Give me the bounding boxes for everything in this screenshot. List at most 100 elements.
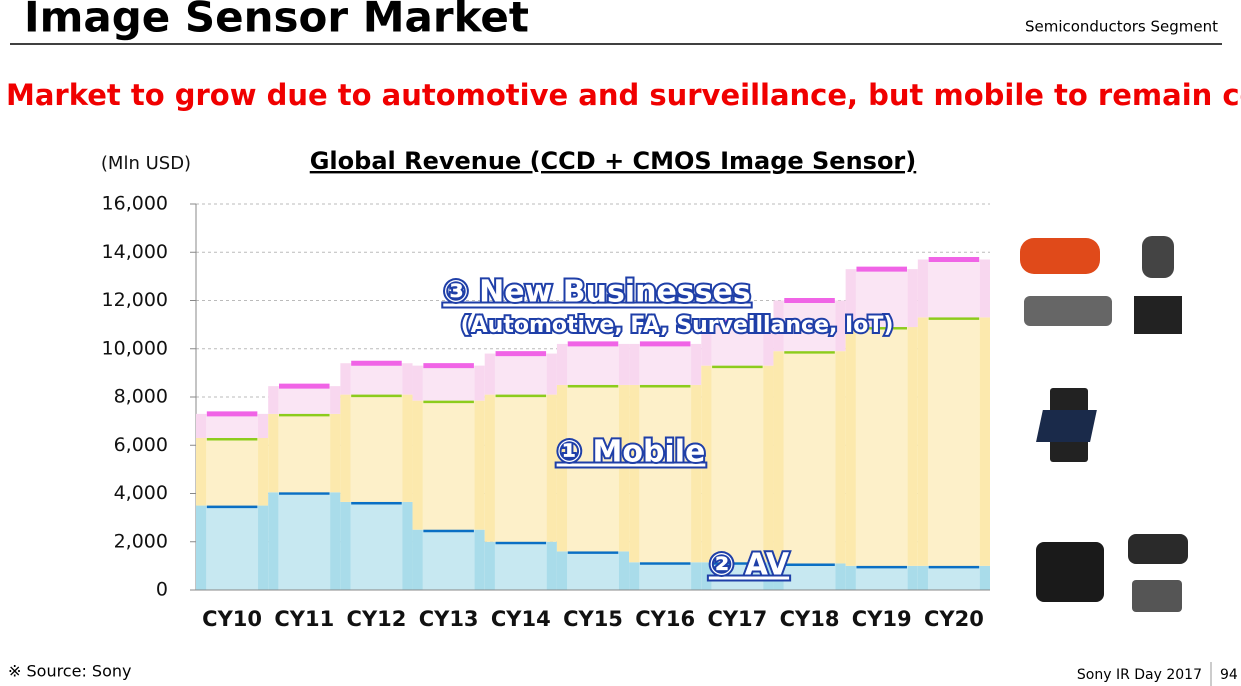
bar-segment	[773, 563, 846, 590]
y-tick-label: 12,000	[102, 289, 168, 311]
bar-inner	[350, 501, 403, 590]
x-tick-label: CY11	[274, 607, 334, 631]
bar-segment	[340, 394, 413, 502]
bar-inner	[206, 505, 259, 590]
bar-inner	[494, 394, 547, 542]
camera-dome-icon	[1142, 236, 1174, 278]
bar-segment	[629, 384, 702, 563]
bar-segment	[917, 317, 990, 566]
bar-inner	[639, 384, 692, 563]
compact-camera-icon	[1132, 580, 1182, 612]
page-number: 94	[1220, 667, 1238, 683]
annotation-mobile: ① Mobile	[557, 435, 706, 470]
y-tick-label: 0	[156, 579, 168, 601]
tablet-icon	[1036, 410, 1097, 442]
bar-segment	[773, 300, 846, 352]
segment-label: Semiconductors Segment	[1025, 18, 1218, 36]
bar-segment	[773, 351, 846, 564]
annotation-av: ② AV	[709, 548, 790, 583]
mirrorless-icon	[1036, 542, 1104, 602]
bar-inner	[711, 322, 764, 366]
x-tick-label: CY10	[202, 607, 262, 631]
bar-segment	[701, 562, 774, 590]
bar-inner	[783, 300, 836, 352]
x-tick-label: CY20	[924, 607, 984, 631]
bar-segment	[268, 492, 341, 590]
slide-title: Image Sensor Market	[24, 0, 529, 42]
bar-inner	[639, 343, 692, 385]
y-axis-label: (Mln USD)	[101, 153, 191, 174]
bar-inner	[278, 492, 331, 590]
bar-inner	[278, 386, 331, 414]
bar-inner	[783, 563, 836, 590]
bar-inner	[855, 327, 908, 566]
bar-segment	[196, 413, 269, 439]
y-tick-label: 4,000	[114, 482, 168, 504]
bar-segment	[196, 438, 269, 506]
bar-inner	[711, 365, 764, 563]
bar-segment	[412, 529, 485, 590]
bar-inner	[711, 562, 764, 590]
camcorder-icon	[1128, 534, 1188, 564]
bar-inner	[783, 351, 836, 564]
bar-inner	[494, 353, 547, 395]
annotation-new-detail: (Automotive, FA, Surveillance, IoT)	[461, 313, 894, 338]
bar-segment	[845, 327, 918, 566]
bar-inner	[855, 565, 908, 590]
bar-inner	[494, 541, 547, 590]
x-tick-label: CY12	[347, 607, 407, 631]
bar-segment	[845, 269, 918, 328]
bar-segment	[340, 363, 413, 395]
bar-segment	[412, 365, 485, 401]
bar-inner	[278, 413, 331, 493]
fa-camera-icon	[1134, 296, 1182, 334]
bar-inner	[350, 363, 403, 395]
bar-inner	[927, 259, 980, 318]
x-tick-label: CY14	[491, 607, 551, 631]
bar-segment	[845, 565, 918, 590]
y-tick-label: 14,000	[102, 241, 168, 263]
bar-inner	[567, 343, 619, 385]
product-icons	[1020, 236, 1188, 612]
bar-segment	[701, 365, 774, 563]
bar-inner	[206, 438, 259, 506]
y-tick-label: 16,000	[102, 193, 168, 215]
bar-segment	[340, 501, 413, 590]
bar-segment	[556, 384, 630, 552]
bar-inner	[855, 269, 908, 328]
drone-icon	[1024, 296, 1112, 326]
bar-segment	[917, 565, 990, 590]
bar-inner	[567, 384, 619, 552]
y-tick-label: 6,000	[114, 434, 168, 456]
bar-segment	[556, 551, 630, 590]
plot: 0 2,000 4,000 6,000 8,000 10,000 12,000 14,000 1…	[102, 193, 990, 631]
bar-segment	[268, 413, 341, 493]
y-tick-label: 2,000	[114, 530, 168, 552]
bar-inner	[927, 317, 980, 566]
y-tick-label: 8,000	[114, 386, 168, 408]
x-tick-label: CY18	[780, 607, 840, 631]
source-note: ※ Source: Sony	[8, 662, 131, 681]
car-icon	[1020, 238, 1100, 274]
annotation-new: ③ New Businesses	[443, 275, 750, 310]
x-tick-label: CY19	[852, 607, 912, 631]
bar-inner	[422, 529, 475, 590]
bar-segment	[917, 259, 990, 318]
bar-segment	[484, 541, 557, 590]
x-tick-label: CY16	[635, 607, 695, 631]
bar-segment	[629, 343, 702, 385]
x-tick-label: CY17	[707, 607, 767, 631]
bar-segment	[412, 400, 485, 530]
bar-segment	[629, 562, 702, 590]
bar-inner	[206, 413, 259, 439]
x-tick-label: CY15	[563, 607, 623, 631]
bar-segment	[268, 386, 341, 414]
chart-title: Global Revenue (CCD + CMOS Image Sensor)	[310, 147, 917, 175]
x-tick-label: CY13	[419, 607, 479, 631]
footer-event: Sony IR Day 2017	[1077, 667, 1202, 683]
bar-segment	[484, 353, 557, 395]
bar-inner	[639, 562, 692, 590]
headline: Market to grow due to automotive and sur…	[6, 78, 1241, 112]
bar-segment	[556, 343, 630, 385]
